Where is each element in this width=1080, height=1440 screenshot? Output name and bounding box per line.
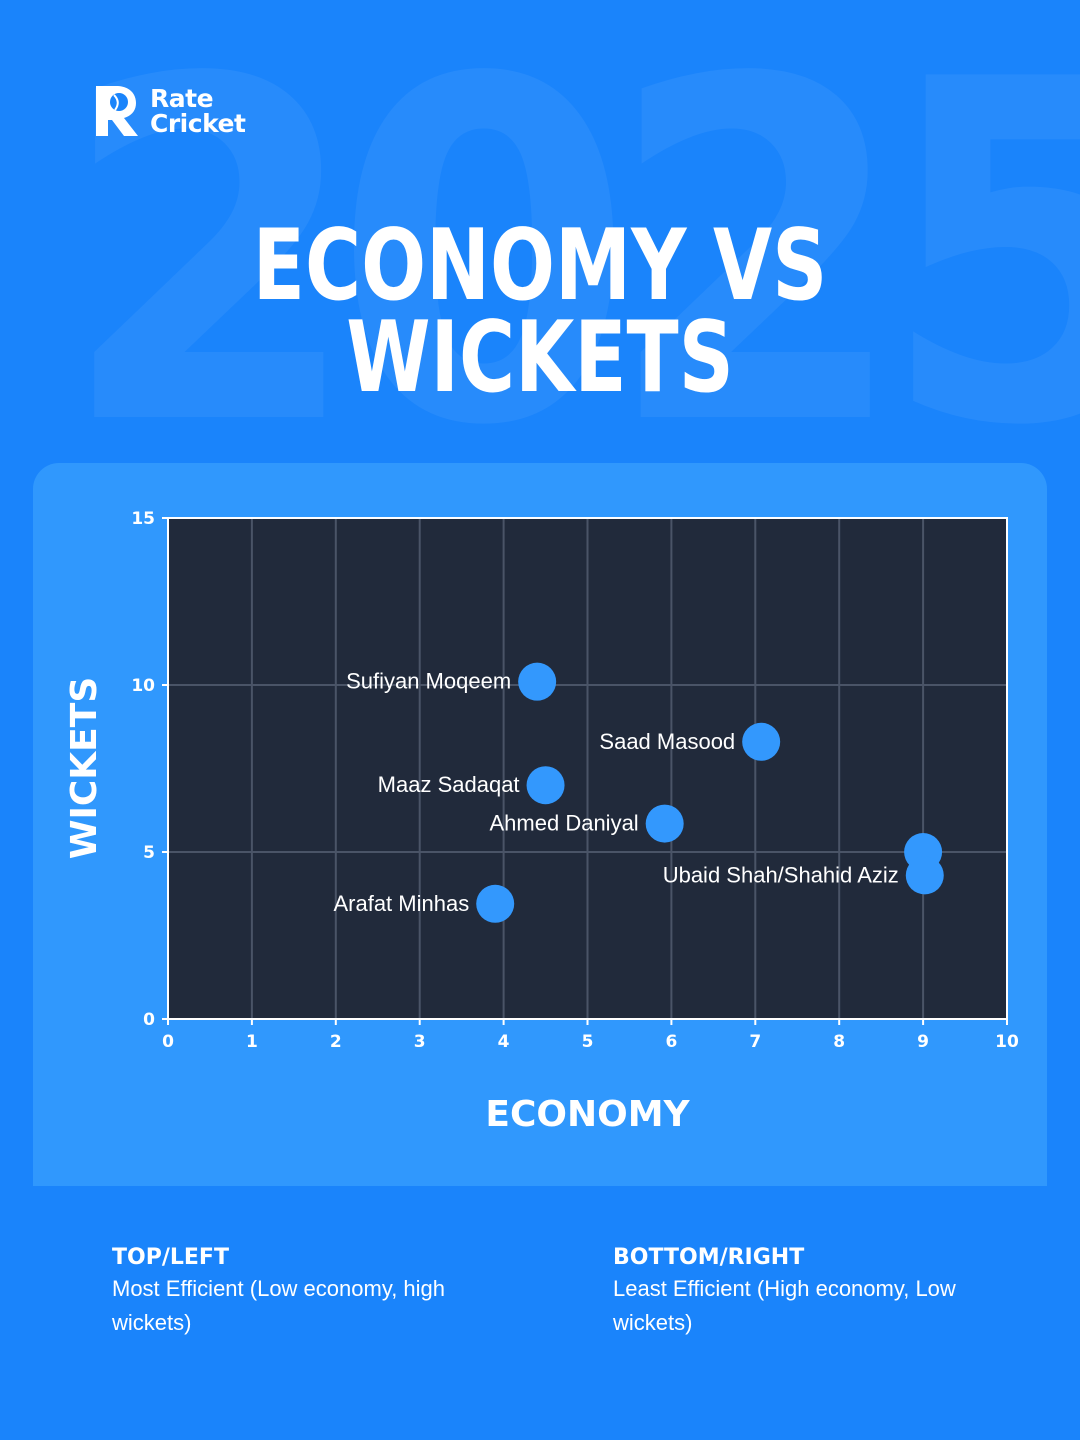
x-tick-label: 5 xyxy=(582,1032,594,1052)
plot-frame xyxy=(167,517,1008,1020)
legend-bottom-right-text: Least Efficient (High economy, Low wicke… xyxy=(613,1276,956,1335)
x-axis-title: ECONOMY xyxy=(485,1094,690,1135)
brand-name: Rate Cricket xyxy=(150,84,246,138)
legend-bottom-right: BOTTOM/RIGHT Least Efficient (High econo… xyxy=(613,1244,973,1340)
x-tick-label: 7 xyxy=(749,1032,761,1052)
data-point-label: Ahmed Daniyal xyxy=(490,811,639,836)
data-point xyxy=(905,856,944,895)
x-tick-label: 6 xyxy=(665,1032,677,1052)
x-tick-label: 2 xyxy=(330,1032,342,1052)
brand-line-1: Rate xyxy=(150,84,214,113)
x-tick-label: 0 xyxy=(162,1032,174,1052)
rate-cricket-logo-icon xyxy=(96,86,138,136)
data-point xyxy=(476,884,515,923)
data-point xyxy=(518,662,557,701)
background-year-watermark: 2025 xyxy=(60,0,1080,528)
title-line-1: ECONOMY VS xyxy=(252,209,828,323)
y-tick-label: 10 xyxy=(131,676,155,696)
x-tick-label: 4 xyxy=(498,1032,510,1052)
data-point-label: Maaz Sadaqat xyxy=(378,772,520,797)
x-tick-label: 8 xyxy=(833,1032,845,1052)
y-tick-label: 5 xyxy=(143,843,155,863)
brand-line-2: Cricket xyxy=(150,109,246,138)
legend-top-left: TOP/LEFT Most Efficient (Low economy, hi… xyxy=(112,1244,472,1340)
legend-bottom-right-heading: BOTTOM/RIGHT xyxy=(613,1245,805,1270)
data-point-label: Arafat Minhas xyxy=(333,891,469,916)
y-tick-label: 0 xyxy=(143,1010,155,1030)
y-tick-label: 15 xyxy=(131,509,155,529)
legend-top-left-heading: TOP/LEFT xyxy=(112,1245,229,1270)
page-title: ECONOMY VS WICKETS xyxy=(0,209,1080,415)
x-tick-label: 3 xyxy=(414,1032,426,1052)
x-tick-label: 10 xyxy=(995,1032,1019,1052)
x-tick-label: 9 xyxy=(917,1032,929,1052)
data-point xyxy=(645,804,684,843)
title-line-2: WICKETS xyxy=(346,301,734,415)
legend-top-left-text: Most Efficient (Low economy, high wicket… xyxy=(112,1276,446,1335)
data-point-label: Sufiyan Moqeem xyxy=(346,669,511,694)
data-point xyxy=(742,722,781,761)
data-point xyxy=(526,766,565,805)
y-axis-title: WICKETS xyxy=(64,677,105,860)
rate-cricket-logo[interactable]: Rate Cricket xyxy=(94,84,246,138)
x-tick-label: 1 xyxy=(246,1032,258,1052)
data-point-label: Ubaid Shah/Shahid Aziz xyxy=(663,862,899,887)
data-point-label: Saad Masood xyxy=(599,729,735,754)
